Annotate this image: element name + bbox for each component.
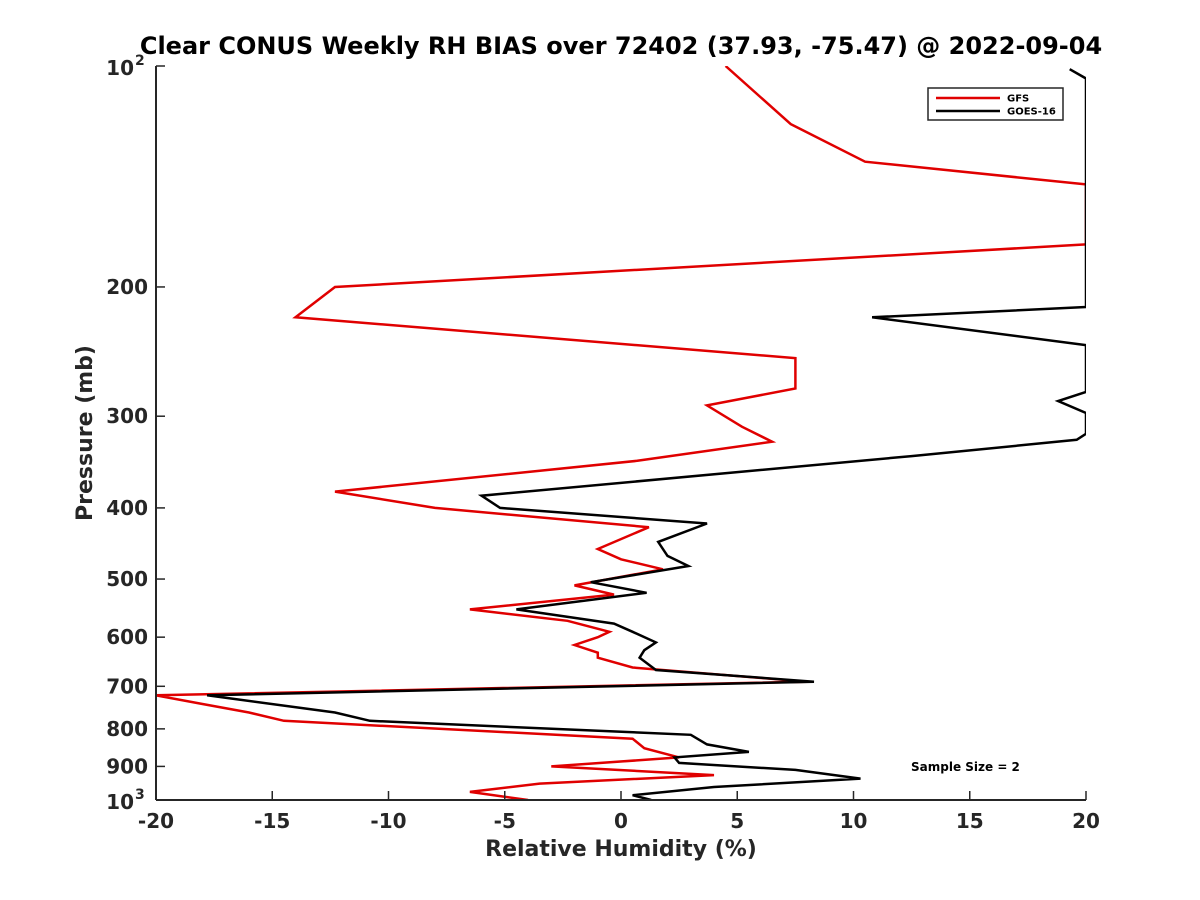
x-tick-label: 5 — [730, 809, 744, 833]
x-tick-label: -5 — [494, 809, 516, 833]
y-tick-label: 700 — [106, 674, 148, 698]
y-tick-label: 400 — [106, 496, 148, 520]
y-tick-label: 10 — [106, 56, 134, 80]
x-axis-label: Relative Humidity (%) — [485, 837, 757, 862]
x-tick-label: 0 — [614, 809, 628, 833]
x-ticks: -20 -15 -10 -5 0 5 10 15 20 — [138, 791, 1100, 833]
chart-title: Clear CONUS Weekly RH BIAS over 72402 (3… — [140, 32, 1102, 60]
y-tick-label: 200 — [106, 275, 148, 299]
y-tick-label: 900 — [106, 754, 148, 778]
x-tick-label: 20 — [1072, 809, 1100, 833]
x-tick-label: -15 — [254, 809, 290, 833]
x-tick-label: -10 — [370, 809, 406, 833]
series-layer — [156, 66, 1086, 800]
x-tick-label: 15 — [956, 809, 984, 833]
x-tick-label: -20 — [138, 809, 174, 833]
y-tick-label: 800 — [106, 717, 148, 741]
sample-size-annotation: Sample Size = 2 — [911, 760, 1020, 774]
y-tick-label: 300 — [106, 404, 148, 428]
y-tick-exponent: 2 — [135, 53, 145, 69]
x-tick-label: 10 — [840, 809, 868, 833]
series-line-goes-16 — [206, 68, 1086, 800]
y-tick-label: 500 — [106, 567, 148, 591]
legend-label-goes-16: GOES-16 — [1007, 107, 1056, 118]
legend-box — [927, 87, 1064, 121]
series-line-gfs — [156, 66, 1086, 800]
y-tick-label: 10 — [106, 790, 134, 814]
legend: GFS GOES-16 — [927, 87, 1064, 121]
y-axis-label: Pressure (mb) — [73, 345, 98, 521]
legend-label-gfs: GFS — [1007, 94, 1029, 105]
y-tick-exponent: 3 — [135, 787, 145, 803]
y-tick-label: 600 — [106, 625, 148, 649]
